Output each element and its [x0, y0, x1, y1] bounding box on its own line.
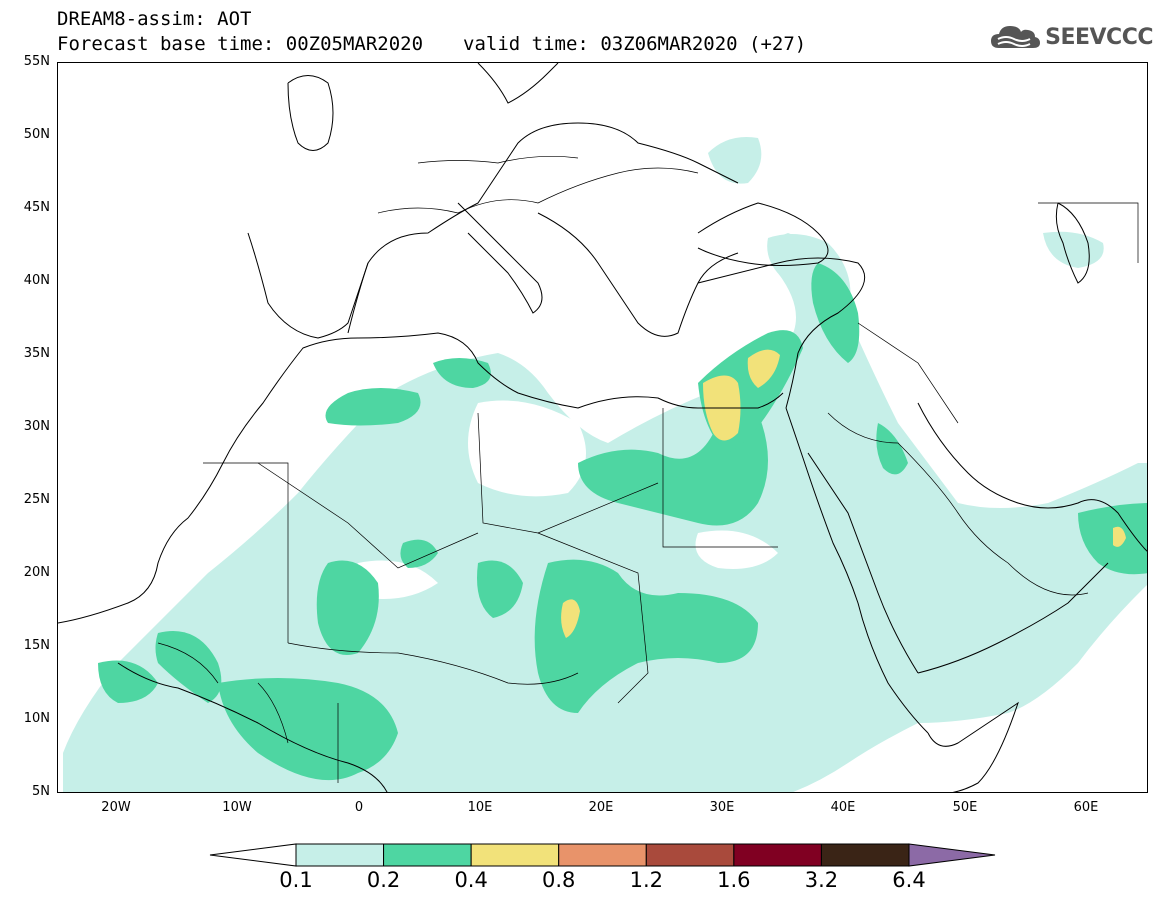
coast-turkey-levant: [697, 257, 866, 409]
seevccc-logo: SEEVCCC: [989, 22, 1153, 52]
aot-contour-green-12: [1078, 503, 1147, 575]
colorbar-cell: [470, 843, 560, 867]
coast-red-sea-east: [807, 452, 919, 674]
colorbar-cell: [558, 843, 647, 867]
coast-west-africa: [58, 332, 784, 624]
border-mauritania: [203, 462, 289, 643]
lon-label: 20W: [101, 800, 131, 815]
aot-contour-green-10: [218, 678, 398, 781]
colorbar-label: 1.6: [717, 868, 751, 892]
lat-label: 15N: [23, 638, 50, 653]
coast-gulf-guinea: [117, 662, 388, 792]
aot-contour-green-11: [433, 358, 491, 388]
lon-label: 60E: [1073, 800, 1099, 815]
coast-caspian: [1055, 202, 1090, 284]
lon-label: 10E: [467, 800, 493, 815]
border-layer: [157, 156, 1139, 783]
border-kazakh: [1038, 202, 1139, 263]
map-area: [57, 62, 1148, 793]
lon-label: 50E: [952, 800, 978, 815]
colorbar-label: 0.4: [454, 868, 488, 892]
colorbar-arrow-low: [209, 843, 297, 867]
coast-red-sea-west: [785, 407, 929, 734]
lon-label: 10W: [222, 800, 252, 815]
coast-arabia-south: [917, 562, 1109, 674]
border-west-africa: [157, 642, 339, 783]
lat-label: 45N: [23, 200, 50, 215]
aot-contour-green-9: [155, 631, 222, 703]
logo-text: SEEVCCC: [1045, 24, 1153, 50]
border-iraq-iran: [857, 322, 959, 424]
colorbar-label: 3.2: [804, 868, 839, 892]
lat-label: 35N: [23, 346, 50, 361]
border-libya: [477, 412, 659, 534]
lat-label: 40N: [23, 273, 50, 288]
lat-label: 50N: [23, 127, 50, 142]
lon-label: 20E: [588, 800, 614, 815]
aot-contour-light: [63, 233, 1147, 792]
colorbar-label: 0.2: [366, 868, 401, 892]
border-chad-sudan: [537, 532, 649, 704]
aot-contour-green-8: [98, 660, 158, 703]
colorbar-label: 1.2: [629, 868, 663, 892]
aot-contour-green-5: [316, 560, 379, 655]
colorbar-cell: [383, 843, 472, 867]
colorbar-label: 6.4: [892, 868, 926, 892]
valid-time: valid time: 03Z06MAR2020 (+27): [463, 33, 807, 55]
base-time: Forecast base time: 00Z05MAR2020: [57, 33, 424, 55]
lon-label: 40E: [830, 800, 856, 815]
lat-label: 5N: [32, 784, 50, 799]
coast-scandinavia: [477, 63, 559, 104]
aot-contour-green-6: [534, 559, 758, 713]
aot-contour-yellow-3: [561, 599, 580, 638]
border-algeria-mali: [257, 462, 479, 569]
colorbar-cell: [733, 843, 822, 867]
aot-gap-2: [695, 530, 778, 569]
coast-italy: [457, 202, 543, 314]
colorbar-arrow-high: [908, 843, 996, 867]
aot-contour-yellow-2: [747, 349, 780, 388]
colorbar-cell: [295, 843, 385, 867]
aot-gap-1: [468, 400, 586, 497]
border-sahel: [287, 642, 579, 685]
map-subtitle: Forecast base time: 00Z05MAR2020 valid ti…: [57, 33, 806, 55]
aot-fill-layer: [63, 137, 1147, 792]
lat-label: 55N: [23, 54, 50, 69]
border-europe-2: [417, 156, 579, 164]
lat-label: 20N: [23, 565, 50, 580]
lat-label: 25N: [23, 492, 50, 507]
aot-contour-green-3: [811, 263, 860, 363]
cloud-logo-icon: [991, 26, 1041, 48]
colorbar-label: 0.1: [279, 868, 313, 892]
coast-europe: [347, 122, 739, 334]
aot-contour-green-4: [325, 388, 421, 426]
lon-label: 30E: [709, 800, 735, 815]
coastline-layer: [58, 63, 1147, 792]
aot-contour-light-north: [708, 137, 762, 184]
coast-british-isles: [287, 75, 334, 151]
colorbar-cell: [645, 843, 735, 867]
border-europe-1: [377, 167, 699, 214]
colorbar: [209, 843, 996, 867]
coast-arabian-gulf: [917, 402, 1147, 552]
aot-contour-light-caspian: [1043, 231, 1104, 268]
border-egypt: [662, 408, 778, 548]
lat-label: 30N: [23, 419, 50, 434]
colorbar-cell: [820, 843, 910, 867]
coast-iberia: [247, 232, 369, 339]
coast-horn-africa: [927, 701, 1019, 792]
aot-contour-yellow-4: [1113, 526, 1126, 547]
map-title: DREAM8-assim: AOT: [57, 8, 252, 30]
aot-contour-green-7: [477, 560, 523, 618]
colorbar-label: 0.8: [542, 868, 576, 892]
aot-map: [58, 63, 1147, 792]
lon-label: 0: [354, 800, 364, 815]
coast-balkans-greece: [537, 212, 739, 337]
lat-label: 10N: [23, 711, 50, 726]
aot-contour-green-14: [400, 539, 438, 568]
border-saudi: [827, 412, 1089, 596]
coast-black-sea: [697, 202, 829, 266]
aot-contour-green-13: [876, 423, 908, 475]
